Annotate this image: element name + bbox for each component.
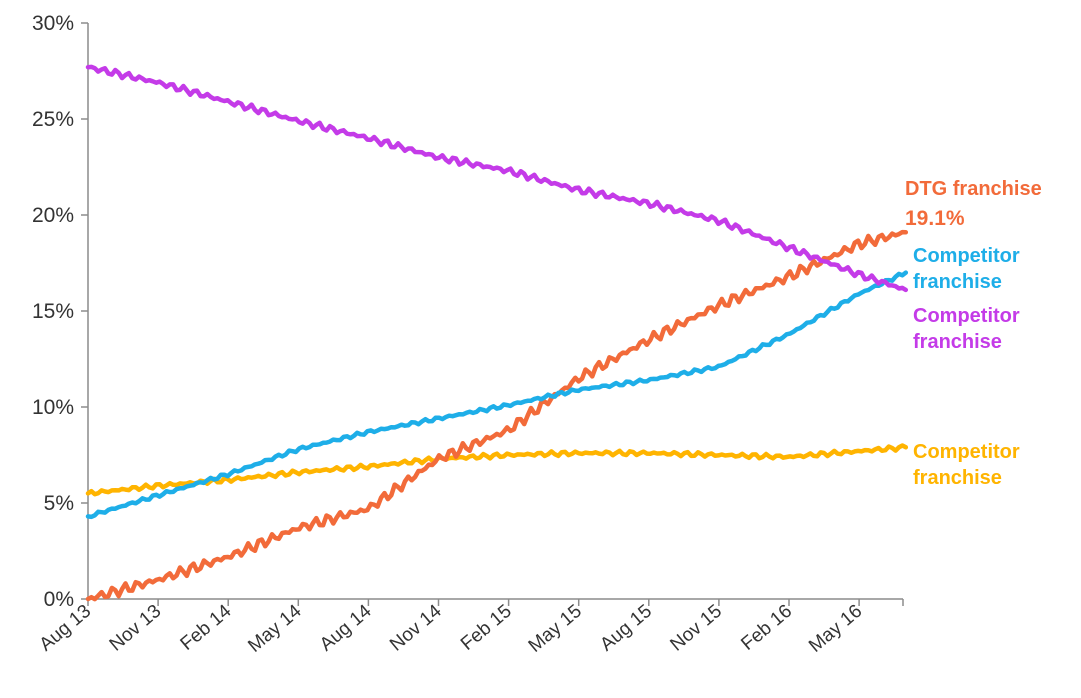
x-tick-label: May 14 — [244, 600, 306, 656]
x-tick-label: Feb 14 — [177, 600, 236, 654]
y-tick-label: 20% — [32, 204, 74, 227]
x-tick-label: Feb 16 — [737, 601, 796, 655]
x-tick-label: May 16 — [805, 601, 866, 657]
series-label-0-line-1: 19.1% — [905, 207, 965, 230]
y-tick-label: 5% — [44, 492, 74, 515]
series-labels: DTG franchise 19.1% Competitor franchise Com… — [905, 178, 1042, 489]
series-label-0-line-0: DTG franchise — [905, 178, 1042, 200]
series-line-2 — [85, 64, 909, 293]
series-line-1 — [85, 270, 909, 520]
x-tick-label: Feb 15 — [457, 601, 516, 655]
series-lines — [85, 64, 909, 602]
series-label-2-line-1: franchise — [913, 331, 1002, 353]
series-label-2-line-0: Competitor — [913, 305, 1020, 327]
x-tick-label: Aug 14 — [316, 600, 376, 655]
series-label-1-line-1: franchise — [913, 271, 1002, 293]
x-tick-label: Aug 15 — [596, 601, 656, 656]
x-tick-label: Nov 15 — [666, 601, 726, 656]
x-tick-label: Nov 13 — [106, 601, 166, 656]
y-tick-label: 10% — [32, 396, 74, 419]
series-label-3-line-0: Competitor — [913, 441, 1020, 463]
y-tick-label: 25% — [32, 108, 74, 131]
y-tick-label: 15% — [32, 300, 74, 323]
series-line-0 — [85, 229, 909, 602]
y-tick-label: 30% — [32, 12, 74, 35]
x-tick-label: May 15 — [525, 601, 586, 657]
series-label-3-line-1: franchise — [913, 467, 1002, 489]
axes: 0%5%10%15%20%25%30%Aug 13 Nov 13 Feb 14 May… — [32, 12, 904, 657]
x-tick-label: Nov 14 — [386, 600, 446, 655]
y-tick-label: 0% — [44, 588, 74, 611]
series-label-1-line-0: Competitor — [913, 245, 1020, 267]
series-line-3 — [85, 443, 909, 497]
